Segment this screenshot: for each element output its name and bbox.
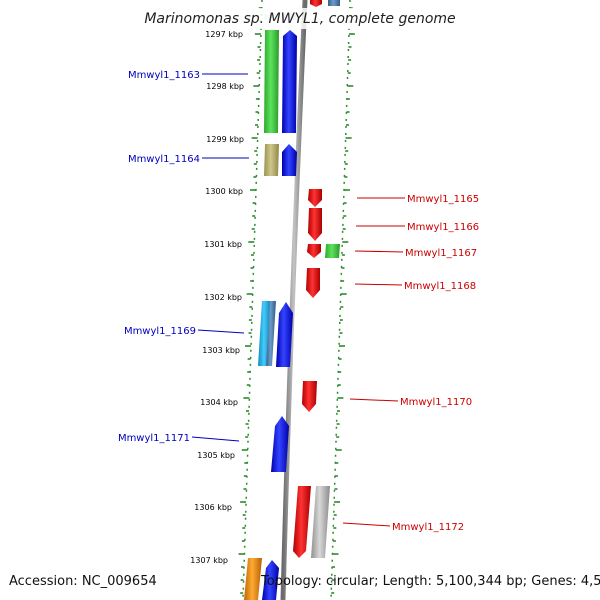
gene-feature[interactable] bbox=[308, 208, 322, 241]
gene-feature[interactable] bbox=[328, 0, 340, 6]
gene-label-mmwyl1-1166[interactable]: Mmwyl1_1166 bbox=[407, 222, 479, 233]
map-title: Marinomonas sp. MWYL1, complete genome bbox=[144, 11, 455, 27]
leader-line bbox=[191, 436, 240, 442]
gene-feature[interactable] bbox=[306, 268, 320, 298]
gene-label-mmwyl1-1171[interactable]: Mmwyl1_1171 bbox=[118, 433, 190, 444]
gene-label-mmwyl1-1170[interactable]: Mmwyl1_1170 bbox=[400, 397, 472, 408]
gene-feature[interactable] bbox=[282, 30, 297, 133]
gene-feature[interactable] bbox=[264, 30, 279, 133]
gene-feature[interactable] bbox=[264, 144, 279, 176]
leader-line bbox=[354, 250, 404, 253]
leader-line bbox=[197, 329, 245, 334]
forward-gene-labels: Mmwyl1_1163 Mmwyl1_1164 Mmwyl1_1169 Mmwy… bbox=[118, 70, 249, 444]
gene-label-mmwyl1-1165[interactable]: Mmwyl1_1165 bbox=[407, 194, 479, 205]
ruler-label-1304: 1304 kbp bbox=[200, 398, 238, 407]
ruler-label-1306: 1306 kbp bbox=[194, 503, 232, 512]
ruler-label-1302: 1302 kbp bbox=[204, 293, 242, 302]
gene-feature[interactable] bbox=[262, 560, 279, 600]
gene-label-mmwyl1-1172[interactable]: Mmwyl1_1172 bbox=[392, 522, 464, 533]
gene-feature[interactable] bbox=[325, 244, 340, 258]
reverse-gene-labels: Mmwyl1_1165 Mmwyl1_1166 Mmwyl1_1167 Mmwy… bbox=[342, 194, 479, 533]
ruler-label-1305: 1305 kbp bbox=[197, 451, 235, 460]
gene-feature[interactable] bbox=[266, 301, 276, 366]
ruler-label-1300: 1300 kbp bbox=[205, 187, 243, 196]
leader-line bbox=[354, 283, 403, 286]
ruler-label-1297: 1297 kbp bbox=[205, 30, 243, 39]
topology-text: Topology: circular; Length: 5,100,344 bp… bbox=[261, 574, 600, 589]
ruler-label-1303: 1303 kbp bbox=[202, 346, 240, 355]
ruler-label-1301: 1301 kbp bbox=[204, 240, 242, 249]
gene-feature[interactable] bbox=[282, 144, 297, 176]
ruler-labels: 1297 kbp 1298 kbp 1299 kbp 1300 kbp 1301… bbox=[190, 30, 244, 565]
accession-text: Accession: NC_009654 bbox=[9, 574, 157, 589]
forward-strand-features bbox=[244, 14, 297, 600]
reverse-strand-features bbox=[293, 0, 340, 558]
gene-feature[interactable] bbox=[308, 189, 322, 207]
ruler-label-1299: 1299 kbp bbox=[206, 135, 244, 144]
gene-feature[interactable] bbox=[271, 416, 289, 472]
ruler-label-1298: 1298 kbp bbox=[206, 82, 244, 91]
ruler-label-1307: 1307 kbp bbox=[190, 556, 228, 565]
gene-label-mmwyl1-1163[interactable]: Mmwyl1_1163 bbox=[128, 70, 200, 81]
gene-label-mmwyl1-1164[interactable]: Mmwyl1_1164 bbox=[128, 154, 200, 165]
leader-line bbox=[349, 398, 399, 402]
gene-feature[interactable] bbox=[307, 244, 321, 258]
gene-feature[interactable] bbox=[276, 302, 293, 367]
gene-feature[interactable] bbox=[311, 486, 330, 558]
leader-line bbox=[342, 522, 391, 527]
gene-feature[interactable] bbox=[293, 486, 311, 558]
ruler-ticks bbox=[238, 7, 355, 594]
gene-feature[interactable] bbox=[302, 381, 317, 412]
gene-feature[interactable] bbox=[244, 558, 262, 600]
gene-feature[interactable] bbox=[310, 0, 322, 7]
gene-label-mmwyl1-1167[interactable]: Mmwyl1_1167 bbox=[405, 248, 477, 259]
genome-backbone bbox=[280, 0, 308, 600]
gene-label-mmwyl1-1168[interactable]: Mmwyl1_1168 bbox=[404, 281, 476, 292]
gene-label-mmwyl1-1169[interactable]: Mmwyl1_1169 bbox=[124, 326, 196, 337]
